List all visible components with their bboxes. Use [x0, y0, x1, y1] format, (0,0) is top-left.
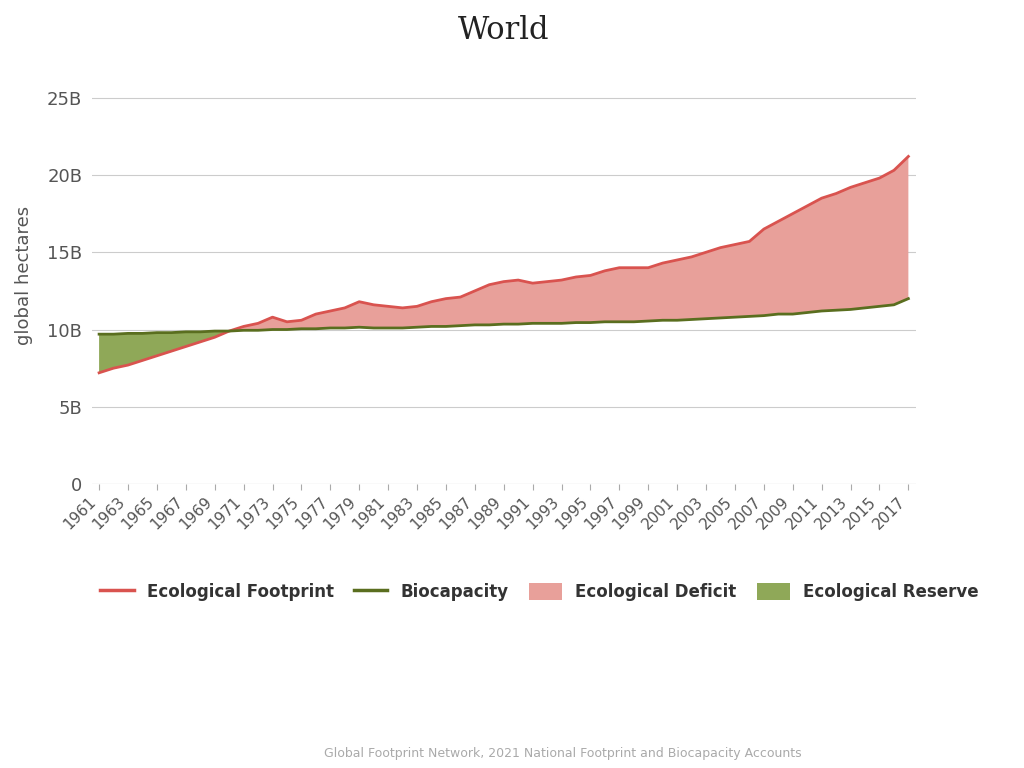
- Text: Global Footprint Network, 2021 National Footprint and Biocapacity Accounts: Global Footprint Network, 2021 National …: [325, 747, 802, 760]
- Y-axis label: global hectares: global hectares: [15, 206, 33, 345]
- Title: World: World: [458, 15, 550, 46]
- Legend: Ecological Footprint, Biocapacity, Ecological Deficit, Ecological Reserve: Ecological Footprint, Biocapacity, Ecolo…: [100, 583, 979, 601]
